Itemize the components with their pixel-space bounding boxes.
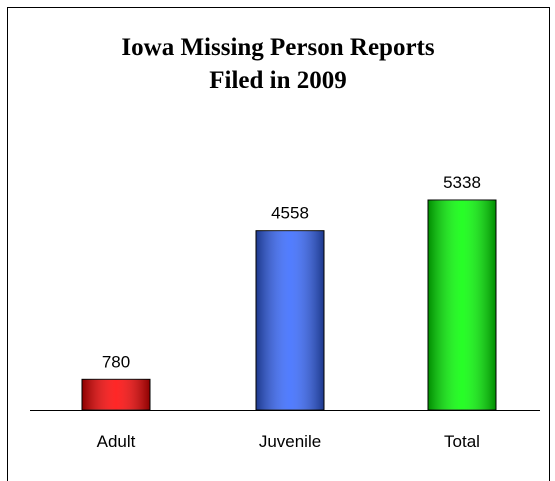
x-tick-label: Adult — [97, 432, 136, 451]
x-tick-label: Total — [444, 432, 480, 451]
chart-title: Filed in 2009 — [209, 67, 347, 94]
bar-shade — [256, 230, 324, 410]
chart-title: Iowa Missing Person Reports — [121, 34, 434, 61]
bar-shade — [428, 200, 496, 410]
value-label: 5338 — [443, 173, 481, 192]
value-label: 780 — [102, 352, 130, 371]
frame — [7, 7, 550, 481]
x-tick-label: Juvenile — [259, 432, 321, 451]
bar-shade — [82, 379, 150, 410]
value-label: 4558 — [271, 204, 309, 223]
